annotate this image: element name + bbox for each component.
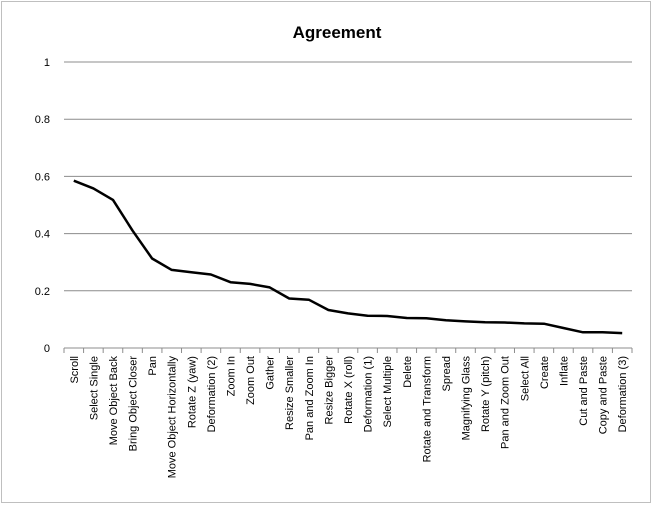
x-tick-label: Resize Smaller: [284, 356, 296, 430]
x-tick-label: Select Single: [88, 356, 100, 420]
x-tick-label: Resize Bigger: [323, 356, 335, 425]
x-tick-label: Cut and Paste: [578, 356, 590, 426]
x-tick-label: Bring Object Closer: [128, 356, 140, 452]
y-tick-label: 0.4: [35, 229, 50, 241]
y-tick-label: 0.8: [35, 114, 50, 126]
x-tick-label: Rotate Z (yaw): [186, 356, 198, 428]
x-tick-label: Delete: [402, 356, 414, 388]
chart-title: Agreement: [293, 23, 382, 42]
series-layer: [73, 179, 623, 335]
x-tick-label: Rotate X (roll): [343, 356, 355, 424]
x-tick-label: Pan and Zoom Out: [500, 356, 512, 449]
y-tick-label: 1: [44, 57, 50, 69]
x-tick-label: Move Object Horizontally: [167, 356, 179, 479]
y-tick-label: 0: [44, 343, 50, 355]
x-tick-label: Magnifying Glass: [461, 356, 473, 441]
x-tick-label: Scroll: [69, 356, 81, 384]
x-tick-label: Gather: [265, 356, 277, 390]
x-tick-label: Inflate: [558, 356, 570, 386]
x-tick-label: Spread: [441, 356, 453, 391]
x-axis: [63, 347, 633, 353]
y-tick-label: 0.2: [35, 286, 50, 298]
x-tick-label: Copy and Paste: [598, 356, 610, 434]
x-tick-label: Pan: [147, 356, 159, 376]
x-tick-label: Select All: [519, 356, 531, 401]
x-tick-label: Deformation (3): [617, 356, 629, 432]
y-axis-ticks: 0 0.2 0.4 0.6 0.8 1: [35, 57, 50, 355]
x-tick-label: Zoom Out: [245, 356, 257, 405]
series-line: [73, 179, 623, 335]
x-axis-labels: Scroll Select Single Move Object Back Bring…: [69, 356, 629, 479]
x-tick-label: Deformation (2): [206, 356, 218, 432]
x-tick-label: Move Object Back: [108, 356, 120, 446]
x-tick-label: Deformation (1): [363, 356, 375, 432]
x-tick-label: Rotate and Transform: [421, 356, 433, 462]
x-tick-label: Zoom In: [225, 356, 237, 396]
x-tick-label: Create: [539, 356, 551, 389]
y-tick-label: 0.6: [35, 171, 50, 183]
x-tick-label: Rotate Y (pitch): [480, 356, 492, 432]
x-tick-label: Pan and Zoom In: [304, 356, 316, 440]
x-tick-label: Select Multiple: [382, 356, 394, 428]
gridlines: [64, 61, 632, 292]
